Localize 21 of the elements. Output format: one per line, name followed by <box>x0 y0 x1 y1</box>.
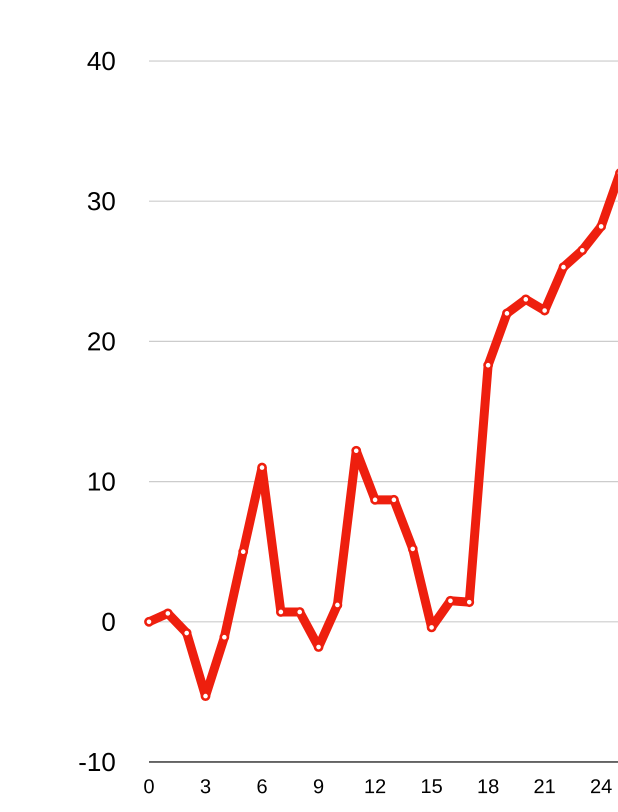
point <box>144 616 154 627</box>
point <box>182 628 192 638</box>
x-tick-label: 12 <box>365 779 386 794</box>
y-tick-label: 30 <box>88 192 115 210</box>
point <box>558 262 568 272</box>
x-tick-label: 18 <box>478 779 498 794</box>
x-tick-label: 9 <box>314 779 324 794</box>
y-tick-label: -10 <box>79 752 115 772</box>
x-tick-label: 15 <box>422 779 442 794</box>
point <box>577 245 588 256</box>
y-tick-label: 20 <box>88 332 115 351</box>
point <box>596 222 606 232</box>
x-tick-label: 24 <box>591 779 612 794</box>
point <box>502 308 512 318</box>
x-tick-label: 6 <box>257 779 267 794</box>
x-tick-label: 3 <box>200 779 210 794</box>
x-tick-label: 21 <box>534 779 555 794</box>
x-tick-label: 0 <box>144 779 154 794</box>
y-tick-label: 10 <box>88 472 115 491</box>
y-tick-label: 0 <box>102 612 115 631</box>
y-tick-label: 40 <box>87 52 115 70</box>
